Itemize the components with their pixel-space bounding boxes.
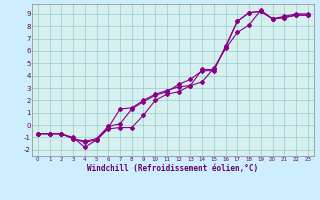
- X-axis label: Windchill (Refroidissement éolien,°C): Windchill (Refroidissement éolien,°C): [87, 164, 258, 173]
